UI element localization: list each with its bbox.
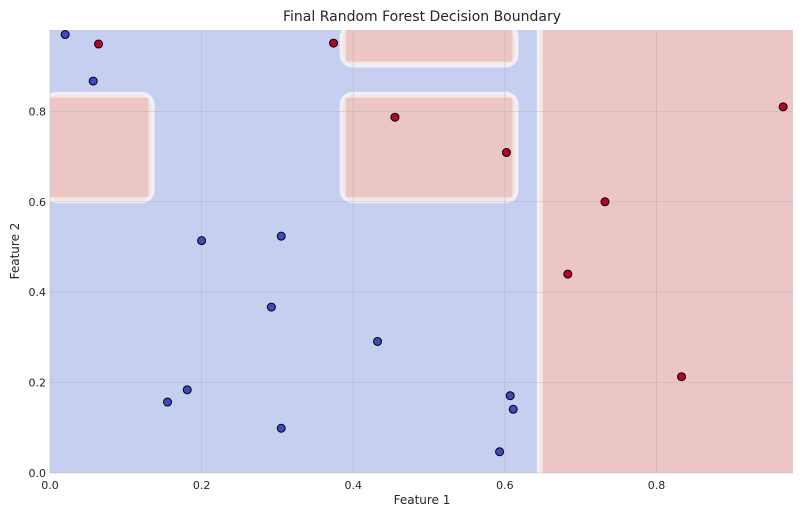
x-axis-ticks: 0.0 0.2 0.4 0.6 0.8	[41, 479, 665, 492]
decision-regions	[50, 30, 793, 473]
x-tick-label: 0.6	[496, 479, 514, 492]
y-tick-label: 0.6	[29, 196, 47, 209]
y-axis-ticks: 0.0 0.2 0.4 0.6 0.8	[29, 105, 47, 480]
class0-point	[505, 391, 515, 401]
x-tick-label: 0.4	[345, 479, 363, 492]
y-tick-label: 0.0	[29, 467, 47, 480]
class0-point	[60, 30, 70, 40]
x-tick-label: 0.0	[41, 479, 59, 492]
class1-region	[345, 97, 513, 198]
class0-point	[163, 397, 173, 407]
class1-region	[50, 97, 149, 198]
class0-point	[276, 231, 286, 241]
class0-point	[197, 236, 207, 246]
data-points	[60, 30, 788, 457]
class0-point	[276, 423, 286, 433]
y-tick-label: 0.4	[29, 286, 47, 299]
y-tick-label: 0.2	[29, 377, 47, 390]
class1-point	[501, 148, 511, 158]
class1-point	[600, 197, 610, 207]
class1-point	[329, 38, 339, 48]
class0-point	[182, 385, 192, 395]
class0-point	[373, 336, 383, 346]
x-axis-label: Feature 1	[394, 493, 451, 507]
class0-point	[508, 404, 518, 414]
y-tick-label: 0.8	[29, 105, 47, 118]
x-tick-label: 0.8	[648, 479, 666, 492]
class1-region	[345, 30, 513, 62]
class1-point	[390, 112, 400, 122]
class0-point	[266, 302, 276, 312]
class1-point	[677, 372, 687, 382]
class1-region	[542, 30, 793, 473]
y-axis-label: Feature 2	[8, 223, 22, 280]
class0-point	[495, 447, 505, 457]
class0-point	[88, 76, 98, 86]
class1-point	[778, 102, 788, 112]
chart-title: Final Random Forest Decision Boundary	[283, 9, 561, 25]
class1-point	[563, 269, 573, 279]
class1-point	[94, 39, 104, 49]
grid-lines	[49, 30, 793, 474]
x-tick-label: 0.2	[193, 479, 211, 492]
